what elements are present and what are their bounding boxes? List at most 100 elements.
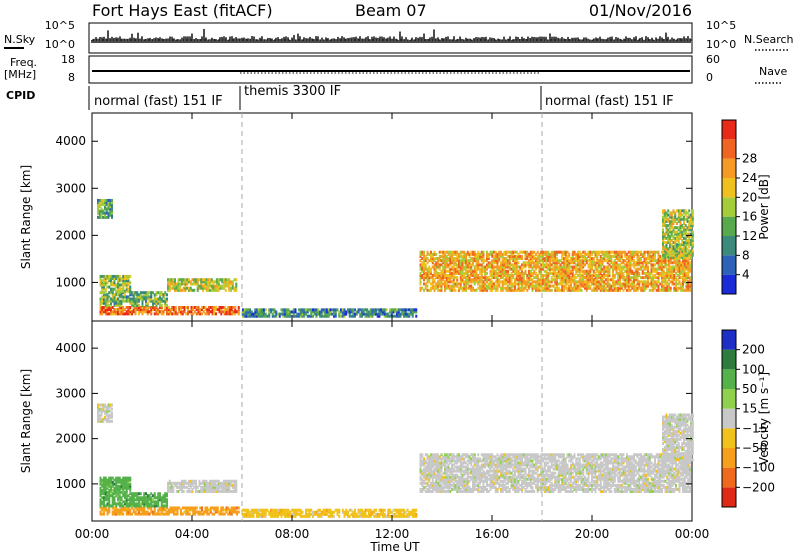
freq-right-tick-top: 60 xyxy=(706,53,720,66)
data-cell xyxy=(656,276,658,279)
data-cell xyxy=(595,251,597,254)
data-cell xyxy=(188,480,190,483)
data-cell xyxy=(553,278,555,281)
data-cell xyxy=(591,251,593,254)
data-cell xyxy=(234,480,236,483)
data-cell xyxy=(675,272,677,275)
data-cell xyxy=(129,298,131,301)
data-cell xyxy=(207,278,209,281)
data-cell xyxy=(121,479,123,482)
data-cell xyxy=(434,257,436,260)
data-cell xyxy=(600,251,602,254)
data-cell xyxy=(156,298,158,301)
data-cell xyxy=(152,504,154,507)
data-cell xyxy=(210,310,212,313)
data-cell xyxy=(386,308,388,311)
data-cell xyxy=(677,287,679,290)
data-cell xyxy=(677,274,679,277)
data-cell xyxy=(178,278,180,281)
data-cell xyxy=(609,251,611,254)
data-cell xyxy=(236,506,238,509)
data-cell xyxy=(446,274,448,277)
data-cell xyxy=(136,291,138,294)
data-cell xyxy=(234,287,236,290)
data-cell xyxy=(427,268,429,271)
data-cell xyxy=(462,251,464,254)
data-cell xyxy=(194,306,196,309)
data-cell xyxy=(190,287,192,290)
data-cell xyxy=(677,282,679,285)
data-cell xyxy=(213,506,215,509)
data-cell xyxy=(181,289,183,292)
data-cell xyxy=(117,508,119,511)
data-cell xyxy=(612,255,614,258)
data-cell xyxy=(432,274,434,277)
data-cell xyxy=(186,482,188,485)
data-cell xyxy=(558,282,560,285)
data-cell xyxy=(644,251,646,254)
data-cell xyxy=(441,259,443,262)
data-cell xyxy=(147,511,149,514)
data-cell xyxy=(213,480,215,483)
data-cell xyxy=(656,268,658,271)
data-cell xyxy=(673,241,675,244)
data-cell xyxy=(577,285,579,288)
data-cell xyxy=(189,310,191,313)
data-cell xyxy=(195,278,197,281)
cpid-mode-3: normal (fast) 151 IF xyxy=(545,94,674,109)
data-cell xyxy=(667,218,669,221)
data-cell xyxy=(683,241,685,244)
data-cell xyxy=(112,306,114,309)
data-cell xyxy=(444,251,446,254)
data-cell xyxy=(656,289,658,292)
data-cell xyxy=(150,496,152,499)
data-cell xyxy=(645,257,647,260)
data-cell xyxy=(200,278,202,281)
data-cell xyxy=(659,255,661,258)
data-cell xyxy=(455,282,457,285)
data-cell xyxy=(470,263,472,266)
data-cell xyxy=(214,285,216,288)
data-cell xyxy=(192,278,194,281)
data-cell xyxy=(314,308,316,311)
data-cell xyxy=(542,287,544,290)
data-cell xyxy=(676,226,678,229)
data-cell xyxy=(448,270,450,273)
data-cell xyxy=(391,308,393,311)
data-cell xyxy=(256,509,258,512)
data-cell xyxy=(312,315,314,318)
data-cell xyxy=(602,274,604,277)
data-cell xyxy=(553,266,555,269)
station-title: Fort Hays East (fitACF) xyxy=(92,1,273,20)
data-cell xyxy=(136,502,138,505)
colorbar-segment xyxy=(722,120,736,139)
data-cell xyxy=(544,257,546,260)
data-cell xyxy=(676,218,678,221)
data-cell xyxy=(119,283,121,286)
data-cell xyxy=(558,287,560,290)
data-cell xyxy=(540,259,542,262)
data-cell xyxy=(667,228,669,231)
data-cell xyxy=(117,275,119,278)
data-cell xyxy=(605,282,607,285)
data-cell xyxy=(189,513,191,516)
data-cell xyxy=(666,241,668,244)
data-cell xyxy=(206,480,208,483)
data-cell xyxy=(570,257,572,260)
data-cell xyxy=(295,315,297,318)
data-cell xyxy=(469,259,471,262)
data-cell xyxy=(428,253,430,256)
data-cell xyxy=(198,306,200,309)
data-cell xyxy=(183,278,185,281)
data-cell xyxy=(135,492,137,495)
data-cell xyxy=(110,504,112,507)
data-cell xyxy=(185,278,187,281)
data-cell xyxy=(509,255,511,258)
data-cell xyxy=(588,259,590,262)
data-cell xyxy=(143,291,145,294)
data-cell xyxy=(551,251,553,254)
data-cell xyxy=(242,513,244,516)
data-cell xyxy=(575,276,577,279)
data-cell xyxy=(122,477,124,480)
data-cell xyxy=(638,272,640,275)
